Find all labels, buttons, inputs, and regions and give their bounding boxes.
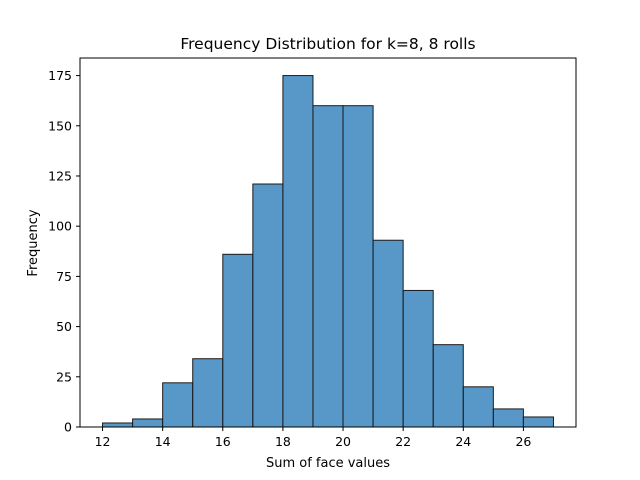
histogram-bar-19 bbox=[312, 105, 344, 428]
histogram-bar-16 bbox=[222, 253, 254, 428]
x-axis-ticks: 12 14 16 18 20 22 24 26 bbox=[95, 427, 531, 449]
histogram-bar-23 bbox=[432, 344, 464, 428]
histogram-bar-21 bbox=[372, 239, 404, 428]
plot-frame bbox=[79, 57, 577, 428]
y-axis-label: Frequency bbox=[26, 209, 41, 276]
histogram-bar-18 bbox=[282, 75, 314, 428]
y-tick-label: 25 bbox=[56, 369, 72, 384]
histogram-bar-20 bbox=[342, 105, 374, 428]
histogram-bar-17 bbox=[252, 183, 284, 428]
x-tick-label: 24 bbox=[455, 434, 471, 449]
y-tick-label: 50 bbox=[56, 319, 72, 334]
bars-group bbox=[102, 75, 554, 428]
x-tick-label: 18 bbox=[275, 434, 291, 449]
x-axis-label: Sum of face values bbox=[266, 456, 390, 471]
y-tick-label: 75 bbox=[56, 269, 72, 284]
histogram-bar-15 bbox=[192, 358, 224, 428]
y-tick-label: 0 bbox=[64, 420, 72, 435]
x-tick-label: 12 bbox=[95, 434, 111, 449]
histogram-bar-24 bbox=[462, 386, 494, 428]
x-tick-label: 14 bbox=[155, 434, 171, 449]
x-tick-label: 16 bbox=[215, 434, 231, 449]
histogram-bar-12 bbox=[102, 422, 134, 428]
x-tick-label: 26 bbox=[515, 434, 531, 449]
y-tick-label: 100 bbox=[48, 219, 72, 234]
y-tick-label: 125 bbox=[48, 168, 72, 183]
histogram-bar-13 bbox=[132, 418, 164, 428]
y-tick-label: 175 bbox=[48, 68, 72, 83]
y-axis-ticks: 0 25 50 75 100 125 150 175 bbox=[48, 68, 80, 435]
y-tick-label: 150 bbox=[48, 118, 72, 133]
histogram-bar-14 bbox=[162, 382, 194, 428]
histogram-bar-22 bbox=[402, 289, 434, 428]
histogram-bar-25 bbox=[492, 408, 524, 428]
x-tick-label: 22 bbox=[395, 434, 411, 449]
histogram-bar-26 bbox=[522, 416, 554, 428]
x-tick-label: 20 bbox=[335, 434, 351, 449]
chart-title: Frequency Distribution for k=8, 8 rolls bbox=[180, 35, 475, 53]
